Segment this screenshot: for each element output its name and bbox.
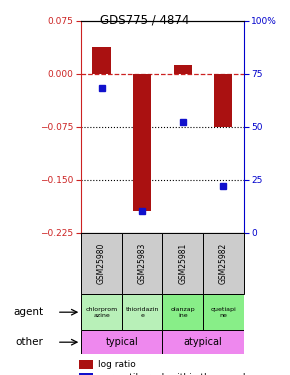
Text: percentile rank within the sample: percentile rank within the sample [98,373,251,375]
Text: quetiapi
ne: quetiapi ne [211,307,236,318]
Text: agent: agent [13,307,44,317]
Text: other: other [16,337,44,347]
Bar [122,232,162,294]
Text: log ratio: log ratio [98,360,136,369]
Text: thioridazin
e: thioridazin e [125,307,159,318]
Bar [81,330,162,354]
Bar [203,232,244,294]
Text: atypical: atypical [184,337,222,347]
Text: typical: typical [106,337,138,347]
Text: chlorprom
azine: chlorprom azine [85,307,118,318]
Text: GSM25983: GSM25983 [137,243,147,284]
Text: GSM25980: GSM25980 [97,243,106,284]
Bar [79,360,93,369]
Bar [92,47,110,74]
Text: GSM25981: GSM25981 [178,243,187,284]
Bar [203,294,244,330]
Bar [81,232,122,294]
Bar [214,74,232,127]
Bar [162,330,244,354]
Text: olanzap
ine: olanzap ine [171,307,195,318]
Bar [81,294,122,330]
Bar [162,232,203,294]
Bar [79,373,93,375]
Text: GSM25982: GSM25982 [219,243,228,284]
Bar [173,65,192,74]
Bar [133,74,151,211]
Bar [122,294,162,330]
Bar [162,294,203,330]
Text: GDS775 / 4874: GDS775 / 4874 [100,13,190,26]
